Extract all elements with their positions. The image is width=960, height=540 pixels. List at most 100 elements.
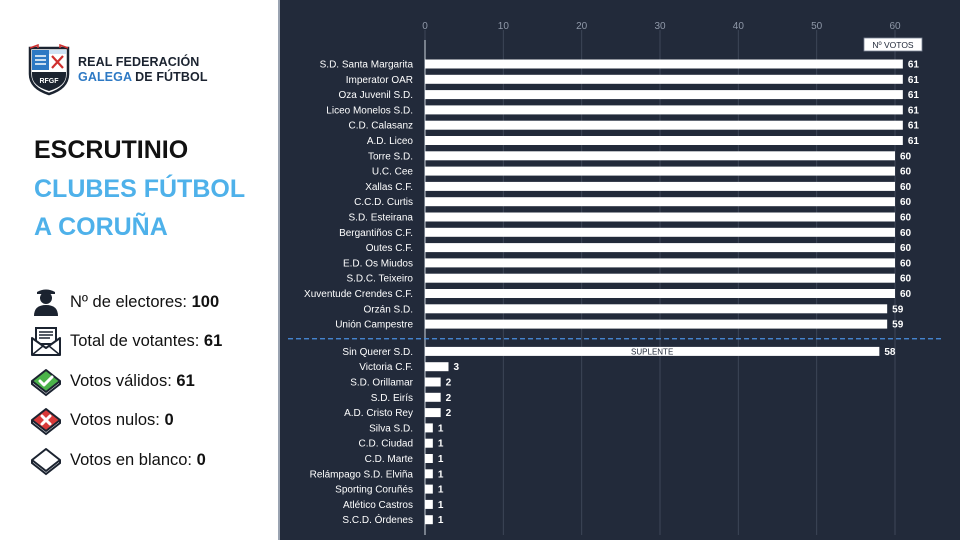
logo-text: RFGF [39, 78, 59, 85]
category-label: Xuventude Crendes C.F. [304, 289, 413, 300]
bar [425, 59, 903, 69]
bar [425, 120, 903, 130]
null-x-icon [31, 408, 61, 436]
value-label: 60 [900, 167, 912, 178]
value-label: 2 [446, 408, 452, 419]
bar [425, 105, 903, 115]
value-label: 60 [900, 274, 912, 285]
x-tick-label: 20 [576, 21, 588, 32]
stat-value: 100 [191, 292, 220, 311]
category-label: S.D. Orillamar [350, 378, 413, 389]
bar [425, 454, 433, 463]
value-label: 61 [908, 60, 920, 71]
bar [425, 258, 895, 268]
value-label: 1 [438, 515, 444, 526]
category-label: C.D. Marte [365, 454, 414, 465]
bar-annotation: SUPLENTE [631, 347, 673, 356]
stat-value: 61 [203, 331, 223, 350]
value-label: 1 [438, 454, 444, 465]
stat-value: 0 [196, 450, 206, 469]
bar [425, 197, 895, 207]
value-label: 2 [446, 378, 452, 389]
value-label: 60 [900, 258, 912, 269]
category-label: Liceo Monelos S.D. [326, 105, 413, 116]
chart-panel: 0 10 20 30 40 50 60 Nº VOTOS S.D. Santa Margarit… [278, 0, 960, 540]
category-label: S.D.C. Teixeiro [346, 274, 413, 285]
bar [425, 438, 433, 448]
category-label: Imperator OAR [346, 75, 413, 86]
bar [425, 423, 433, 433]
value-label: 1 [438, 423, 444, 434]
value-label: 61 [908, 136, 920, 147]
bar [425, 515, 433, 525]
category-label: A.D. Liceo [367, 136, 414, 147]
value-label: 3 [454, 362, 460, 373]
stat-value: 61 [176, 371, 195, 390]
stat-label: Votos nulos: [70, 410, 165, 429]
value-label: 60 [900, 228, 912, 239]
category-label: C.C.D. Curtis [354, 197, 413, 208]
left-panel: RFGF REAL FEDERACIÓN GALEGA DE FÚTBOL ES… [0, 0, 278, 540]
category-label: Unión Campestre [335, 320, 413, 331]
bar [425, 227, 895, 237]
stat-nulos: Votos nulos: 0 [30, 404, 174, 436]
category-label: Torre S.D. [368, 151, 413, 162]
value-label: 60 [900, 197, 912, 208]
value-label: 1 [438, 439, 444, 450]
category-label: Atlético Castros [343, 500, 413, 511]
category-label: U.C. Cee [372, 167, 414, 178]
value-label: 60 [900, 289, 912, 300]
category-label: Xallas C.F. [365, 182, 413, 193]
value-label: 2 [446, 393, 452, 404]
bar [425, 484, 433, 494]
category-label: C.D. Calasanz [349, 121, 413, 132]
bar [425, 346, 880, 356]
value-label: 60 [900, 213, 912, 224]
x-tick-label: 40 [733, 21, 745, 32]
category-label: C.D. Ciudad [359, 439, 413, 450]
bar [425, 289, 895, 298]
category-label: Bergantiños C.F. [339, 228, 413, 239]
x-tick-label: 10 [498, 21, 510, 32]
value-label: 1 [438, 469, 444, 480]
bar [425, 212, 895, 222]
vote-bar-chart: 0 10 20 30 40 50 60 Nº VOTOS S.D. Santa Margarit… [288, 21, 942, 535]
bar [425, 469, 433, 479]
value-label: 1 [438, 485, 444, 496]
legend-box [863, 37, 923, 52]
category-label: Victoria C.F. [359, 362, 413, 373]
blank-envelope-icon [31, 448, 61, 476]
ballot-envelope-icon [31, 327, 61, 356]
bar [425, 166, 895, 176]
category-label: A.D. Cristo Rey [344, 408, 413, 419]
bar [425, 181, 895, 191]
brand-line2: GALEGA DE FÚTBOL [78, 70, 208, 85]
bar [425, 243, 895, 253]
value-label: 61 [908, 90, 920, 101]
value-label: 59 [892, 320, 904, 331]
bar [425, 408, 441, 418]
stat-label: Votos en blanco: [70, 450, 197, 469]
stat-electores: Nº de electores: 100 [30, 286, 219, 318]
x-tick-label: 60 [889, 21, 901, 32]
brand-line2-rest: DE FÚTBOL [131, 70, 208, 84]
x-tick-label: 0 [422, 21, 428, 32]
stat-label: Nº de electores: [70, 292, 192, 311]
bar [425, 90, 903, 100]
bar [425, 319, 888, 329]
title-line2: CLUBES FÚTBOL [34, 175, 246, 203]
valid-check-icon [31, 369, 61, 397]
rfgf-logo-icon: RFGF [28, 44, 70, 96]
value-label: 60 [900, 182, 912, 193]
value-label: 61 [908, 75, 920, 86]
title-line1: ESCRUTINIO [34, 136, 189, 164]
stat-votantes: Total de votantes: 61 [30, 325, 222, 357]
category-label: Relámpago S.D. Elviña [310, 469, 414, 480]
stat-blanco: Votos en blanco: 0 [30, 444, 206, 476]
value-label: 61 [908, 105, 920, 116]
category-label: E.D. Os Miudos [343, 258, 413, 269]
bar [425, 151, 895, 161]
category-label: Oza Juvenil S.D. [339, 90, 413, 101]
category-label: Silva S.D. [369, 423, 413, 434]
value-label: 59 [892, 304, 904, 315]
